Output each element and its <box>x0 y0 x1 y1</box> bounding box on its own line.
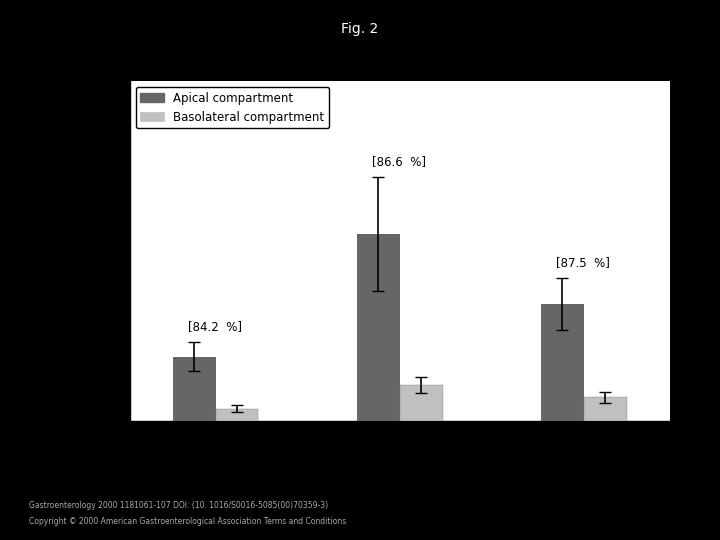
Text: Fig. 2: Fig. 2 <box>341 22 379 36</box>
Bar <box>215 409 258 421</box>
Text: Caco 2-BBE cells: Caco 2-BBE cells <box>163 447 268 460</box>
Text: Copyright © 2000 American Gastroenterological Association Terms and Conditions: Copyright © 2000 American Gastroenterolo… <box>29 517 346 526</box>
Y-axis label: Secreted SLPI (pg/ml/5 hours): Secreted SLPI (pg/ml/5 hours) <box>78 163 91 339</box>
Text: [87.5  %]: [87.5 %] <box>556 256 610 269</box>
Text: [86.6  %]: [86.6 %] <box>372 156 426 168</box>
Bar <box>584 397 626 421</box>
Text: HT29-Cl.19A cells: HT29-Cl.19A cells <box>345 447 454 460</box>
Bar <box>356 234 400 421</box>
Text: [84.2  %]: [84.2 %] <box>188 320 242 333</box>
Bar <box>541 305 584 421</box>
Bar <box>173 356 215 421</box>
Text: T84 cells: T84 cells <box>556 447 611 460</box>
Legend: Apical compartment, Basolateral compartment: Apical compartment, Basolateral compartm… <box>135 87 329 128</box>
Text: Gastroenterology 2000 1181061-107 DOI: (10. 1016/S0016-5085(00)70359-3): Gastroenterology 2000 1181061-107 DOI: (… <box>29 501 328 510</box>
Bar <box>400 385 443 421</box>
